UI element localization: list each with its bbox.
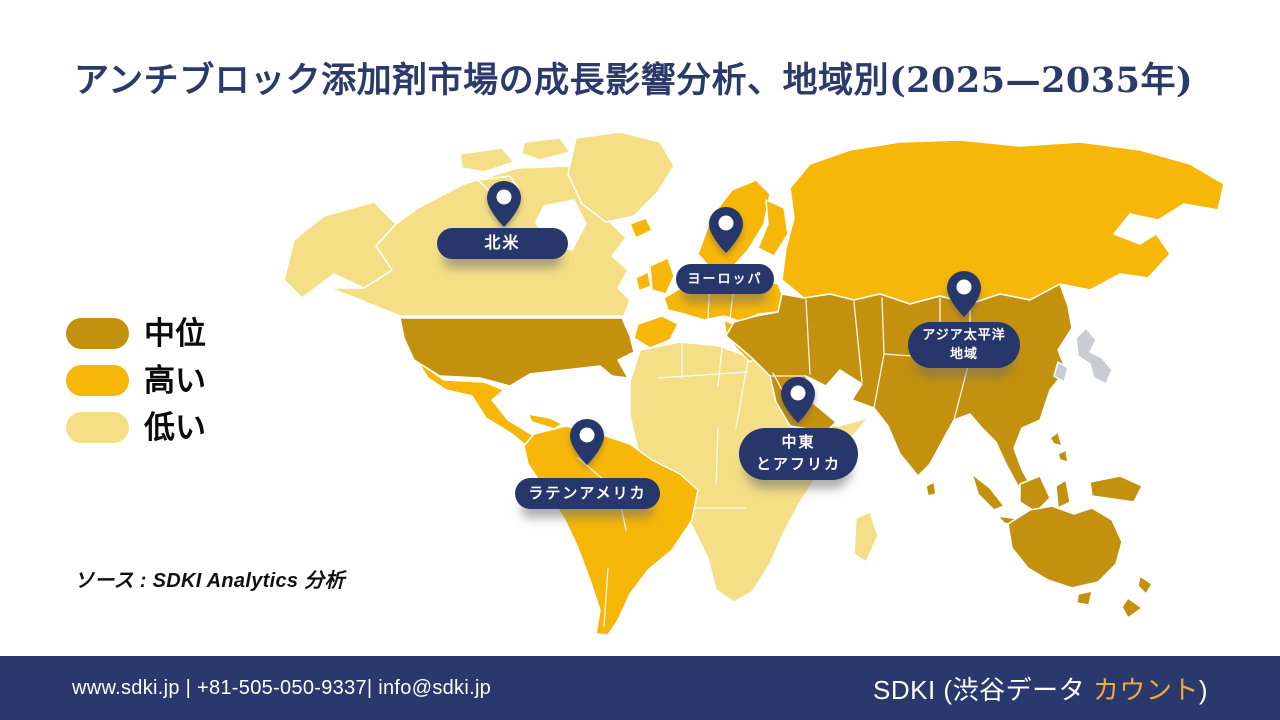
region-label-text: ヨーロッパ xyxy=(687,270,763,286)
legend-item-high: 高い xyxy=(66,365,206,396)
map-region-tasmania xyxy=(1076,590,1093,606)
map-region-russia xyxy=(781,139,1225,305)
map-region-korea xyxy=(1053,361,1069,383)
map-region-iberia xyxy=(633,315,679,349)
map-region-borneo xyxy=(1019,475,1051,513)
legend-label-medium: 中位 xyxy=(144,316,206,351)
map-region-australia xyxy=(1007,505,1123,589)
map-region-uk xyxy=(649,257,675,295)
legend-label-high: 高い xyxy=(144,363,206,398)
legend-item-low: 低い xyxy=(66,412,206,443)
legend: 中位 高い 低い xyxy=(66,318,206,443)
region-label-text: とアフリカ xyxy=(755,456,841,473)
map-region-greenland xyxy=(567,131,675,223)
map-region-sumatra xyxy=(971,473,1005,511)
footer-brand-suffix: ) xyxy=(1198,674,1208,705)
map-region-japan xyxy=(1075,327,1113,385)
map-region-philippines-2 xyxy=(1057,449,1069,463)
map-region-finland xyxy=(757,199,789,257)
map-region-iceland xyxy=(629,217,653,239)
map-pin-icon-asia-pacific xyxy=(947,271,981,317)
map-pin-icon-middle-east-africa xyxy=(781,377,815,423)
map-arctic-island-1 xyxy=(459,147,515,173)
map-arctic-island-2 xyxy=(521,137,571,161)
map-region-sulawesi xyxy=(1055,479,1071,509)
footer-brand-highlight: カウント xyxy=(1092,674,1199,705)
region-label-europe: ヨーロッパ xyxy=(676,264,774,294)
map-pin-icon-latin-america xyxy=(570,419,604,465)
region-label-middle-east-africa: 中東 とアフリカ xyxy=(739,428,858,480)
map-region-sri-lanka xyxy=(925,481,937,497)
map-region-new-zealand-north xyxy=(1137,575,1153,595)
map-region-new-guinea xyxy=(1089,475,1143,503)
map-region-new-zealand-south xyxy=(1121,597,1143,619)
region-label-latin-america: ラテンアメリカ xyxy=(515,478,660,509)
footer-brand: SDKI (渋谷データ カウント) xyxy=(873,670,1208,707)
region-label-text: アジア太平洋 xyxy=(922,327,1006,343)
map-region-caribbean xyxy=(527,413,563,430)
region-label-north-america: 北米 xyxy=(437,228,568,259)
footer-contact: www.sdki.jp | +81-505-050-9337| info@sdk… xyxy=(72,676,492,699)
source-note: ソース : SDKI Analytics 分析 xyxy=(74,570,345,592)
legend-swatch-high xyxy=(66,365,129,396)
map-region-madagascar xyxy=(853,511,879,563)
map-region-usa xyxy=(399,317,635,387)
legend-label-low: 低い xyxy=(144,410,206,445)
page-title: アンチブロック添加剤市場の成長影響分析、地域別(2025—2035年) xyxy=(74,60,1194,101)
map-pin-icon-europe xyxy=(709,207,743,253)
region-label-text: 地域 xyxy=(949,346,978,361)
world-map xyxy=(283,131,1225,636)
region-label-text: 北米 xyxy=(484,234,521,252)
map-region-philippines-1 xyxy=(1049,431,1063,447)
legend-swatch-medium xyxy=(66,318,129,349)
region-label-text: 中東 xyxy=(781,434,816,452)
footer-bar: www.sdki.jp | +81-505-050-9337| info@sdk… xyxy=(0,656,1280,720)
map-region-ireland xyxy=(635,271,652,292)
map-pin-icon-north-america xyxy=(487,181,521,227)
legend-swatch-low xyxy=(66,412,129,443)
legend-item-medium: 中位 xyxy=(66,318,206,349)
region-label-asia-pacific: アジア太平洋 地域 xyxy=(908,322,1020,368)
region-label-text: ラテンアメリカ xyxy=(528,484,647,502)
footer-brand-prefix: SDKI (渋谷データ xyxy=(873,674,1093,705)
